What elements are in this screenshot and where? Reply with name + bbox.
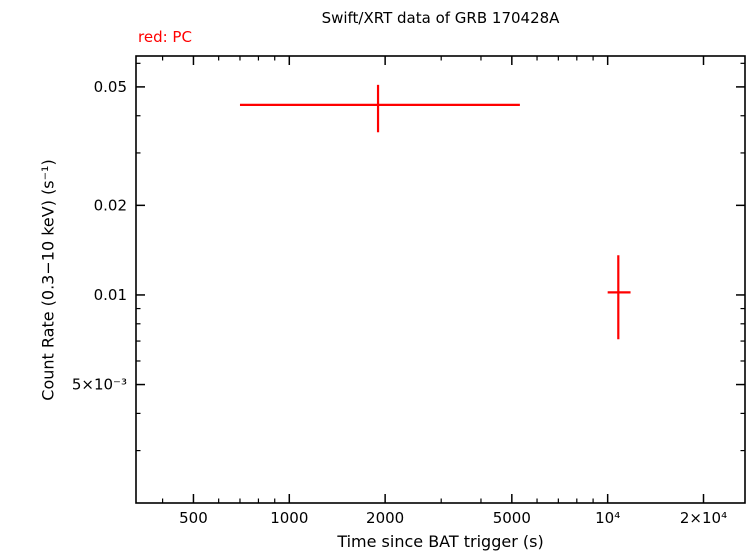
tick-label: 1000	[270, 509, 308, 527]
plot-frame	[135, 55, 746, 504]
tick-label: 2×10⁴	[680, 509, 727, 527]
x-axis-label: Time since BAT trigger (s)	[337, 532, 544, 551]
tick-label: 500	[179, 509, 208, 527]
mode-legend: red: PC	[138, 28, 192, 46]
tick-label: 5000	[493, 509, 531, 527]
tick-label: 2000	[366, 509, 404, 527]
tick-label: 10⁴	[595, 509, 620, 527]
tick-label: 0.01	[94, 286, 127, 304]
y-axis-label: Count Rate (0.3−10 keV) (s⁻¹)	[38, 159, 58, 401]
tick-label: 0.02	[94, 196, 127, 214]
chart-title: Swift/XRT data of GRB 170428A	[321, 9, 560, 27]
tick-label: 0.05	[94, 78, 127, 96]
tick-label: 5×10⁻³	[72, 376, 127, 394]
